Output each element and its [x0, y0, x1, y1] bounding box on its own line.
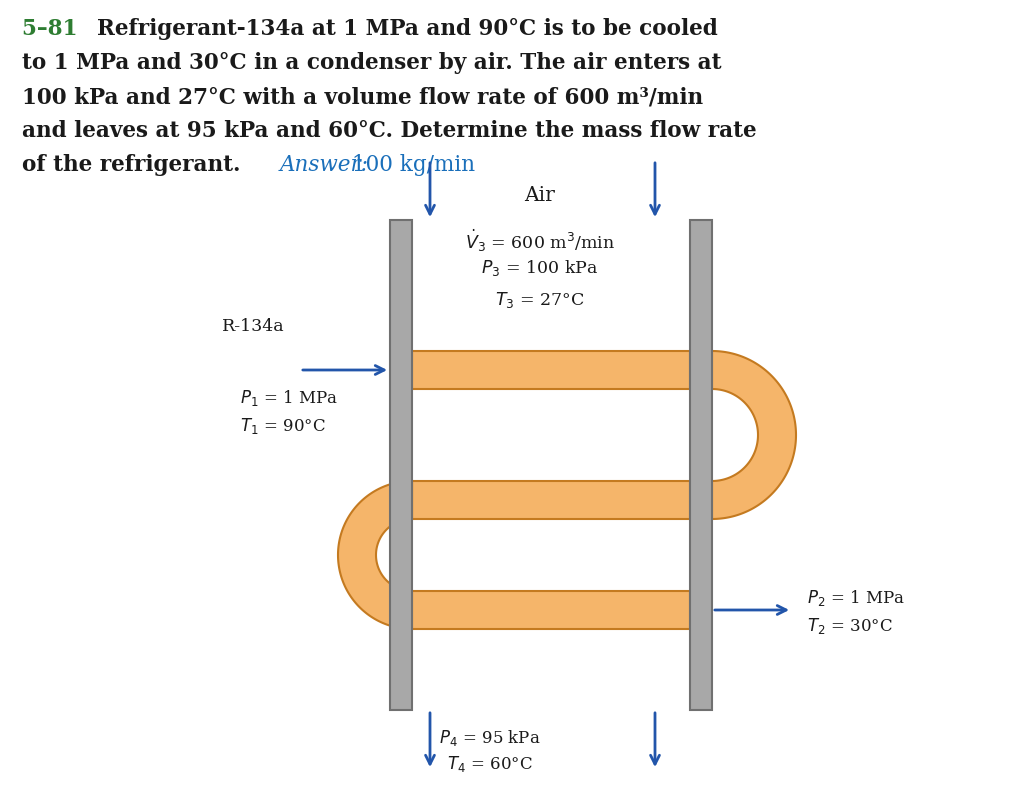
Polygon shape [712, 351, 796, 519]
Text: 100 kg/min: 100 kg/min [352, 154, 475, 176]
Text: to 1 MPa and 30°C in a condenser by air. The air enters at: to 1 MPa and 30°C in a condenser by air.… [22, 52, 722, 74]
Text: and leaves at 95 kPa and 60°C. Determine the mass flow rate: and leaves at 95 kPa and 60°C. Determine… [22, 120, 757, 142]
Text: Answer:: Answer: [280, 154, 369, 176]
Bar [412, 481, 690, 519]
Bar [690, 220, 712, 710]
Text: $T_1$ = 90°C: $T_1$ = 90°C [240, 416, 326, 436]
Text: $P_2$ = 1 MPa: $P_2$ = 1 MPa [807, 588, 905, 608]
Bar [390, 220, 412, 710]
Text: 5–81: 5–81 [22, 18, 92, 40]
Text: $T_2$ = 30°C: $T_2$ = 30°C [807, 616, 893, 636]
Text: $P_4$ = 95 kPa: $P_4$ = 95 kPa [439, 728, 541, 748]
Text: 100 kPa and 27°C with a volume flow rate of 600 m³/min: 100 kPa and 27°C with a volume flow rate… [22, 86, 703, 108]
Text: $\dot{V}_3$ = 600 m$^3$/min: $\dot{V}_3$ = 600 m$^3$/min [465, 228, 615, 254]
Text: $P_1$ = 1 MPa: $P_1$ = 1 MPa [240, 388, 338, 408]
Text: of the refrigerant.: of the refrigerant. [22, 154, 256, 176]
Bar [412, 351, 690, 389]
Text: Air: Air [524, 186, 555, 205]
Text: Refrigerant-134a at 1 MPa and 90°C is to be cooled: Refrigerant-134a at 1 MPa and 90°C is to… [97, 18, 718, 40]
Bar [412, 591, 690, 629]
Polygon shape [338, 481, 412, 629]
Text: $P_3$ = 100 kPa: $P_3$ = 100 kPa [481, 258, 599, 278]
Text: $T_3$ = 27°C: $T_3$ = 27°C [496, 290, 585, 310]
Text: R-134a: R-134a [222, 318, 285, 335]
Text: $T_4$ = 60°C: $T_4$ = 60°C [447, 754, 532, 774]
